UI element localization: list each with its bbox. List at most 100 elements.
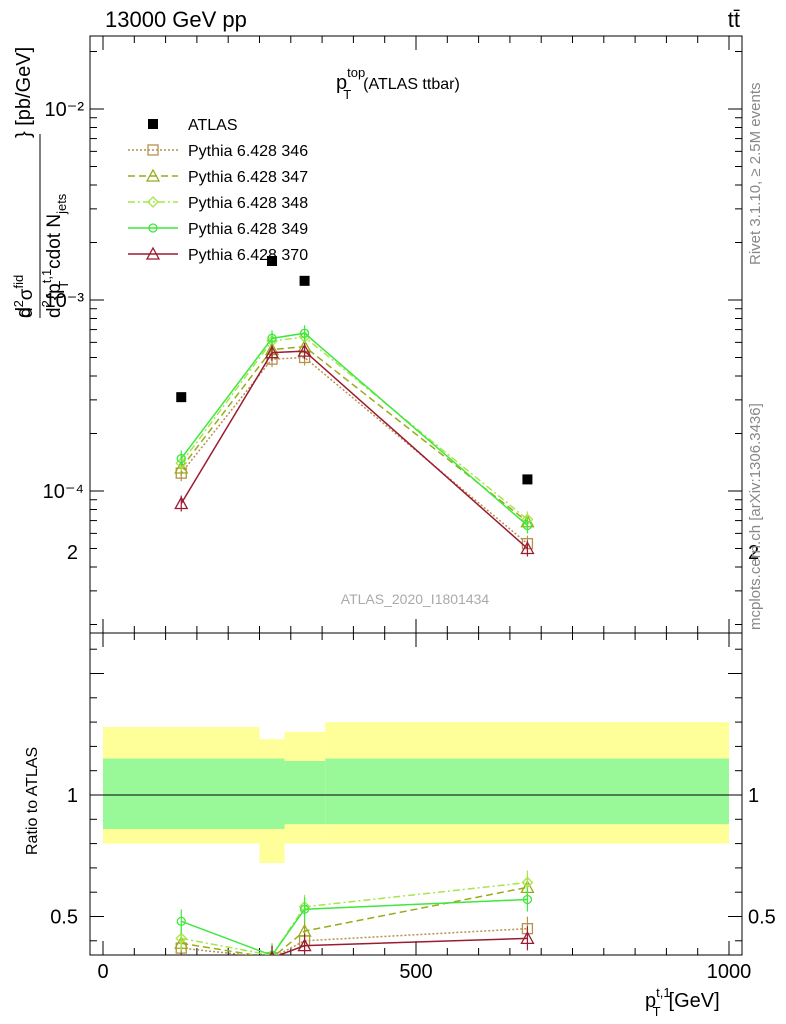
- svg-text:d: d: [13, 307, 35, 318]
- series-point: [176, 453, 186, 464]
- series-point: [299, 904, 310, 914]
- plot-title-main: p: [336, 72, 347, 94]
- data-point: [522, 474, 533, 485]
- header-right: tt̄: [728, 7, 740, 32]
- x-tick-label: 0: [97, 961, 108, 983]
- legend-label-p370: Pythia 6.428 370: [188, 247, 308, 264]
- series-line: [180, 332, 528, 527]
- x-tick-label: 1000: [707, 961, 752, 983]
- ylabel-numer: d: [16, 307, 37, 318]
- ratio-y-tick-label-right: 0.5: [748, 907, 776, 929]
- data-point: [299, 275, 310, 286]
- series-line: [180, 336, 528, 520]
- series-point: [145, 246, 161, 260]
- plot-title-sup: top: [347, 65, 365, 80]
- plot-title-sub: T: [343, 87, 351, 102]
- legend-marker-atlas: [148, 119, 158, 129]
- main-y-tick-label: 10⁻⁴: [43, 481, 84, 503]
- ylabel-prefix: d: [13, 307, 35, 318]
- series-point: [175, 932, 188, 945]
- ratio-series-p346: [175, 916, 534, 955]
- series-point: [267, 333, 277, 343]
- ylabel-denom: d: [44, 307, 65, 318]
- legend-label-p347: Pythia 6.428 347: [188, 169, 308, 186]
- main-series-p370: [174, 343, 535, 557]
- ratio-band-inner: [284, 760, 326, 825]
- ylabel-denom-rest: {p: [44, 283, 65, 300]
- ratio-line: [181, 927, 528, 955]
- ratio-bands: [103, 722, 729, 864]
- ratio-series-p370: [175, 926, 535, 970]
- analysis-watermark: ATLAS_2020_I1801434: [341, 591, 490, 607]
- ratio-ylabel-text: Ratio to ATLAS: [24, 747, 41, 855]
- ratio-y-tick-label-left: 1: [67, 785, 78, 807]
- ratio-line: [277, 937, 528, 955]
- legend-label-p346: Pythia 6.428 346: [188, 143, 308, 160]
- side-label-rivet: Rivet 3.1.10, ≥ 2.5M events: [747, 83, 764, 266]
- main-series-p349: [176, 325, 533, 534]
- ratio-y-label: Ratio to ATLAS: [24, 747, 41, 855]
- series-point: [174, 460, 189, 474]
- ylabel-units: } [pb/GeV]: [13, 47, 35, 138]
- x-axis-ticks: 0 500 1000: [97, 36, 751, 983]
- series-line: [180, 356, 528, 545]
- series-point: [297, 938, 312, 952]
- main-y-label-units: } [pb/GeV]: [13, 47, 35, 138]
- series-point: [264, 345, 280, 359]
- series-point: [147, 144, 159, 156]
- ylabel-numer-rest: σ: [16, 288, 37, 300]
- ylabel-numer-sup: 2: [11, 300, 26, 307]
- legend-label-p349: Pythia 6.428 349: [188, 221, 308, 238]
- series-point: [174, 496, 189, 510]
- data-series-atlas: [176, 256, 533, 485]
- main-axis-ticks: 10⁻⁴ 10⁻³ 10⁻²: [43, 51, 742, 626]
- header-left: 13000 GeV pp: [105, 7, 247, 32]
- series-point: [299, 328, 310, 338]
- ylabel-denom-rest-sub: T: [56, 281, 71, 289]
- ratio-y-tick-label-right: 2: [748, 542, 759, 564]
- series-line: [180, 345, 528, 523]
- series-point: [176, 916, 186, 927]
- main-y-label-fraction: d2σfid d2{pt,1Tcdot Njets: [11, 134, 71, 318]
- main-y-tick-label: 10⁻²: [45, 99, 85, 121]
- series-point: [175, 959, 187, 970]
- plot-title: ptop T (ATLAS ttbar): [336, 65, 460, 102]
- legend-label-atlas: ATLAS: [188, 117, 238, 134]
- series-point: [520, 931, 535, 945]
- xlabel-main: p: [645, 990, 656, 1012]
- main-series-p348: [175, 329, 534, 528]
- series-point: [520, 541, 535, 555]
- main-y-tick-label: 10⁻³: [45, 290, 85, 312]
- ratio-y-tick-label-right: 1: [748, 785, 759, 807]
- data-point: [176, 392, 187, 403]
- side-text-mcplots: mcplots.cern.ch [arXiv:1306.3436]: [747, 403, 764, 630]
- ratio-series-p347: [174, 875, 535, 955]
- side-text-rivet: Rivet 3.1.10, ≥ 2.5M events: [747, 83, 764, 266]
- ratio-line: [181, 886, 528, 955]
- svg-text:d2{pt,1Tcdot Njets: d2{pt,1Tcdot Njets: [39, 193, 71, 318]
- ylabel-denom-tail: cdot N: [44, 214, 65, 269]
- ylabel-numer-rest-sup: fid: [11, 275, 26, 289]
- legend: ATLAS Pythia 6.428 346 Pythia 6.428 347 Pyt…: [128, 117, 308, 264]
- data-point: [267, 256, 278, 267]
- ratio-band-inner: [103, 758, 260, 830]
- series-point: [522, 520, 533, 531]
- ylabel-denom-tail-sub: jets: [54, 193, 69, 215]
- plot-title-rest: (ATLAS ttbar): [363, 76, 460, 93]
- legend-label-p348: Pythia 6.428 348: [188, 195, 308, 212]
- ratio-band-inner: [325, 758, 729, 825]
- xlabel-sub: T: [653, 1004, 661, 1019]
- main-series-p346: [175, 349, 534, 552]
- main-series-p347: [174, 338, 535, 530]
- side-label-mcplots: mcplots.cern.ch [arXiv:1306.3436]: [747, 403, 764, 630]
- x-axis-label: pt,1 T [GeV]: [645, 985, 720, 1019]
- series-point: [297, 343, 312, 357]
- ratio-series-layer: [174, 870, 535, 970]
- series-point: [147, 196, 159, 208]
- series-line: [180, 350, 528, 550]
- svg-text:d2σfid: d2σfid: [11, 275, 37, 318]
- series-point: [521, 876, 534, 889]
- main-series-layer: [174, 256, 535, 557]
- ylabel-denom-sup: 2: [39, 300, 54, 307]
